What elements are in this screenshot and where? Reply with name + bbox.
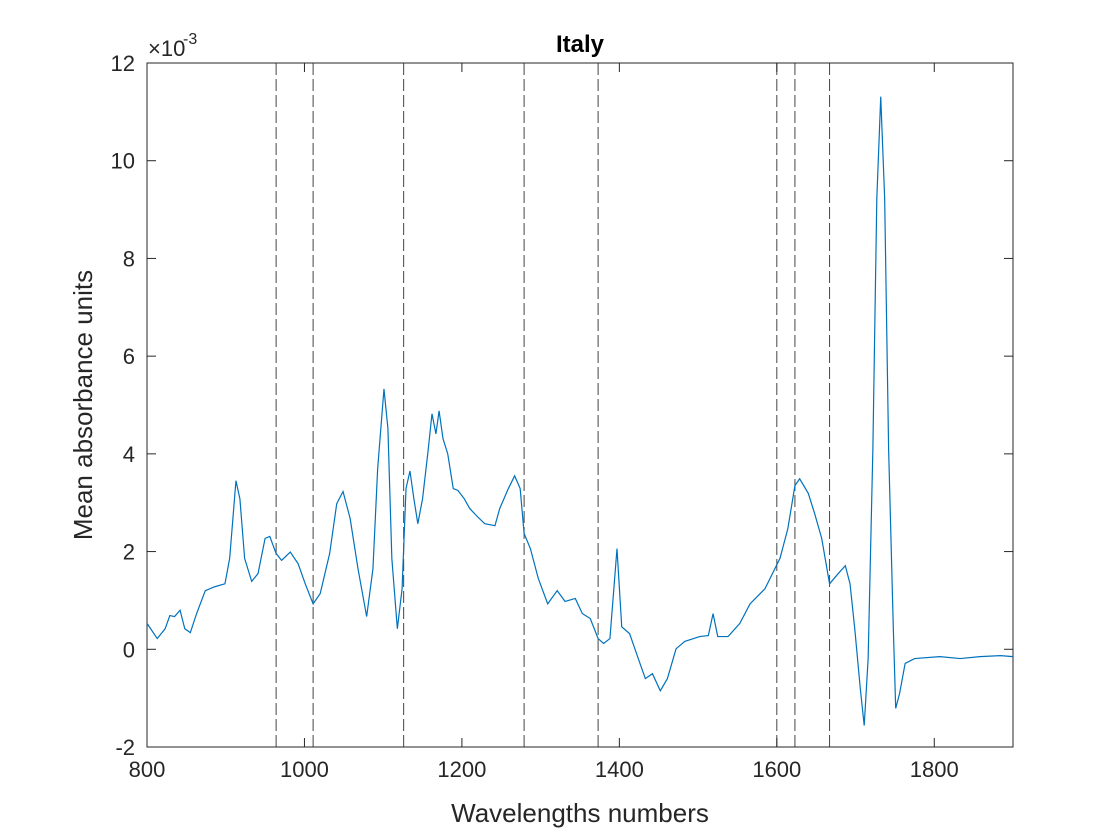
y-multiplier: ×10 <box>148 36 185 61</box>
x-tick-label: 1800 <box>910 757 959 782</box>
x-tick-label: 1600 <box>752 757 801 782</box>
axes-box <box>146 62 1014 748</box>
y-tick-label: -2 <box>115 735 135 760</box>
y-tick-label: 2 <box>123 540 135 565</box>
y-axis-label: Mean absorbance units <box>68 270 98 540</box>
x-tick-label: 1400 <box>595 757 644 782</box>
y-tick-label: 12 <box>111 51 135 76</box>
chart-title: Italy <box>556 31 605 58</box>
y-exponent: -3 <box>183 31 197 48</box>
y-tick-label: 0 <box>123 637 135 662</box>
x-tick-label: 1000 <box>280 757 329 782</box>
x-tick-label: 800 <box>129 757 166 782</box>
y-tick-label: 6 <box>123 344 135 369</box>
x-axis-label: Wavelengths numbers <box>451 798 709 828</box>
y-tick-label: 10 <box>111 149 135 174</box>
data-line <box>146 96 1014 726</box>
y-tick-label: 4 <box>123 442 135 467</box>
x-tick-label: 1200 <box>437 757 486 782</box>
y-tick-label: 8 <box>123 246 135 271</box>
